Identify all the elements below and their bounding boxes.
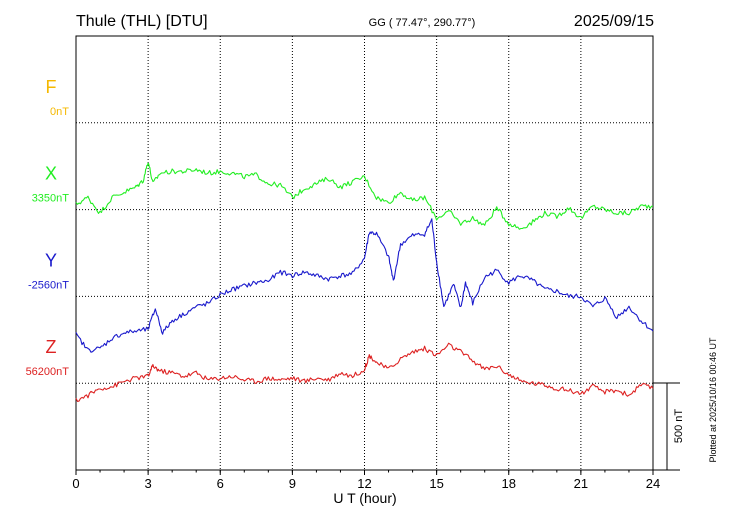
x-tick-label: 18 xyxy=(502,476,516,491)
series-line-z xyxy=(75,342,654,402)
x-tick-label: 24 xyxy=(646,476,660,491)
channel-name-z: Z xyxy=(46,337,57,357)
x-axis: 0 3 6 9 12 15 18 21 24 xyxy=(72,470,660,491)
x-tick-label: 0 xyxy=(72,476,79,491)
station-title: Thule (THL) [DTU] xyxy=(76,13,208,30)
series-layer xyxy=(75,162,654,402)
x-tick-label: 15 xyxy=(429,476,443,491)
channel-name-f: F xyxy=(46,77,57,97)
scale-bar: 500 nT xyxy=(653,382,685,471)
x-tick-label: 3 xyxy=(145,476,152,491)
x-tick-label: 21 xyxy=(574,476,588,491)
x-tick-label: 12 xyxy=(357,476,371,491)
series-line-y xyxy=(75,218,654,353)
x-tick-label: 9 xyxy=(289,476,296,491)
channel-labels: F 0nT X 3350nT Y -2560nT Z 56200nT xyxy=(26,77,70,378)
coordinates-label: GG ( 77.47°, 290.77°) xyxy=(369,17,476,29)
channel-baseline-f: 0nT xyxy=(50,106,69,118)
scale-bar-label: 500 nT xyxy=(673,409,685,444)
grid xyxy=(76,36,653,470)
x-tick-label: 6 xyxy=(217,476,224,491)
channel-baseline-z: 56200nT xyxy=(26,366,70,378)
channel-baseline-x: 3350nT xyxy=(32,193,70,205)
x-axis-title: U T (hour) xyxy=(333,490,396,506)
channel-baseline-y: -2560nT xyxy=(28,279,69,291)
channel-name-x: X xyxy=(45,164,57,184)
date-label: 2025/09/15 xyxy=(574,13,654,30)
channel-name-y: Y xyxy=(45,250,57,270)
plotted-at-label: Plotted at 2025/10/16 00:46 UT xyxy=(708,337,718,463)
series-line-x xyxy=(75,162,654,230)
